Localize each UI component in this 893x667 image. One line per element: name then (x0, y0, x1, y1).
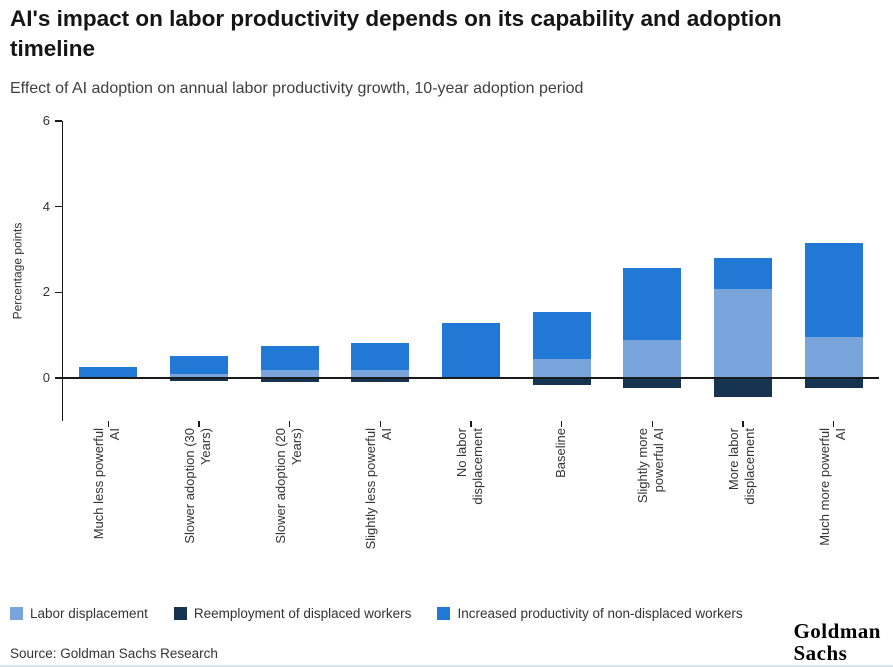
x-axis-label: Much more powerful AI (787, 428, 878, 600)
bar-segment-labor-displacement (260, 370, 319, 379)
x-axis-label: Slower adoption (20 Years) (243, 428, 334, 600)
bar-segment-labor-displacement (351, 370, 410, 379)
bar-segment-increased-productivity-of-non-displaced-workers (532, 311, 591, 359)
x-axis-label-text: Baseline (552, 428, 568, 478)
legend-label: Increased productivity of non-displaced … (457, 606, 743, 621)
x-axis-label: More labor displacement (697, 428, 788, 600)
bar-segment-increased-productivity-of-non-displaced-workers (442, 323, 500, 379)
y-tick-mark (55, 205, 62, 208)
x-tick-mark (198, 421, 200, 427)
x-axis-label-text: More labor displacement (725, 428, 757, 505)
bar-segment-increased-productivity-of-non-displaced-workers (170, 355, 228, 374)
bar-segment-labor-displacement (714, 289, 772, 379)
y-tick-label: 0 (42, 370, 50, 386)
y-tick-label: 4 (42, 198, 50, 214)
x-axis-label: Much less powerful AI (62, 428, 153, 600)
x-axis-label-text: Much less powerful AI (91, 428, 123, 540)
logo-line-1: Goldman (793, 619, 881, 643)
x-tick-mark (742, 421, 744, 427)
x-tick-mark (470, 421, 472, 427)
x-axis-label-text: Much more powerful AI (816, 428, 848, 546)
bar-segment-reemployment-of-displaced-workers (532, 378, 591, 386)
chart-title: AI's impact on labor productivity depend… (10, 6, 782, 62)
x-axis-label-text: Slightly less powerful AI (363, 428, 395, 550)
bar-segment-increased-productivity-of-non-displaced-workers (79, 367, 138, 379)
x-tick-mark (560, 421, 563, 427)
x-axis-label: No labor displacement (425, 428, 516, 600)
y-axis-title: Percentage points (10, 222, 25, 320)
bar-segment-reemployment-of-displaced-workers (623, 378, 682, 388)
goldman-sachs-logo: Goldman Sachs (793, 620, 881, 664)
y-tick-label: 2 (42, 284, 50, 300)
chart-subtitle: Effect of AI adoption on annual labor pr… (10, 80, 584, 97)
legend: Labor displacement Reemployment of displa… (10, 606, 743, 621)
legend-label: Labor displacement (30, 606, 148, 621)
source-text: Source: Goldman Sachs Research (10, 646, 218, 661)
bar-segment-increased-productivity-of-non-displaced-workers (623, 268, 682, 340)
bar-segment-increased-productivity-of-non-displaced-workers (351, 342, 410, 371)
y-tick-mark (55, 377, 62, 379)
x-tick-mark (379, 421, 382, 427)
x-tick-mark (651, 421, 654, 427)
bar-segment-increased-productivity-of-non-displaced-workers (260, 345, 319, 371)
x-tick-mark (288, 421, 291, 427)
x-axis-labels: Much less powerful AI Slower adoption (30… (62, 428, 878, 600)
legend-item-reemployment-of-displaced-workers: Reemployment of displaced workers (173, 606, 412, 621)
bar-segment-reemployment-of-displaced-workers (804, 378, 863, 388)
legend-swatch (437, 607, 451, 620)
bar-segment-labor-displacement (532, 358, 591, 379)
y-tick-label: 6 (42, 113, 50, 128)
bar-segment-labor-displacement (623, 339, 682, 379)
x-tick-mark (832, 421, 835, 427)
x-tick-mark (107, 421, 110, 427)
bar-segment-labor-displacement (170, 373, 228, 379)
x-axis-label: Baseline (515, 428, 606, 600)
bar-segment-reemployment-of-displaced-workers (351, 378, 410, 383)
bar-segment-labor-displacement (804, 337, 863, 379)
x-axis-label: Slightly less powerful AI (334, 428, 425, 600)
legend-item-labor-displacement: Labor displacement (10, 606, 148, 621)
legend-swatch (173, 607, 187, 620)
x-axis-label: Slightly more powerful AI (606, 428, 697, 600)
bottom-divider (0, 665, 893, 667)
bar-segment-reemployment-of-displaced-workers (260, 378, 319, 383)
bar-segment-increased-productivity-of-non-displaced-workers (714, 257, 772, 289)
plot-area: 0 2 4 6 (43, 113, 879, 427)
x-axis-label-text: Slower adoption (30 Years) (181, 428, 213, 544)
bar-segment-reemployment-of-displaced-workers (714, 378, 772, 398)
zero-baseline (63, 377, 879, 379)
x-axis-label-text: No labor displacement (453, 428, 485, 505)
bar-segment-reemployment-of-displaced-workers (170, 378, 228, 381)
legend-label: Reemployment of displaced workers (193, 606, 412, 621)
y-tick-mark (55, 120, 62, 122)
x-axis-label: Slower adoption (30 Years) (153, 428, 244, 600)
x-axis-label-text: Slightly more powerful AI (635, 428, 667, 504)
y-tick-mark (55, 291, 62, 294)
legend-swatch (10, 607, 23, 620)
legend-item-increased-productivity-of-non-displaced-workers: Increased productivity of non-displaced … (437, 606, 743, 621)
bar-segment-increased-productivity-of-non-displaced-workers (804, 243, 863, 338)
x-axis-label-text: Slower adoption (20 Years) (272, 428, 304, 544)
logo-line-2: Sachs (793, 641, 848, 666)
